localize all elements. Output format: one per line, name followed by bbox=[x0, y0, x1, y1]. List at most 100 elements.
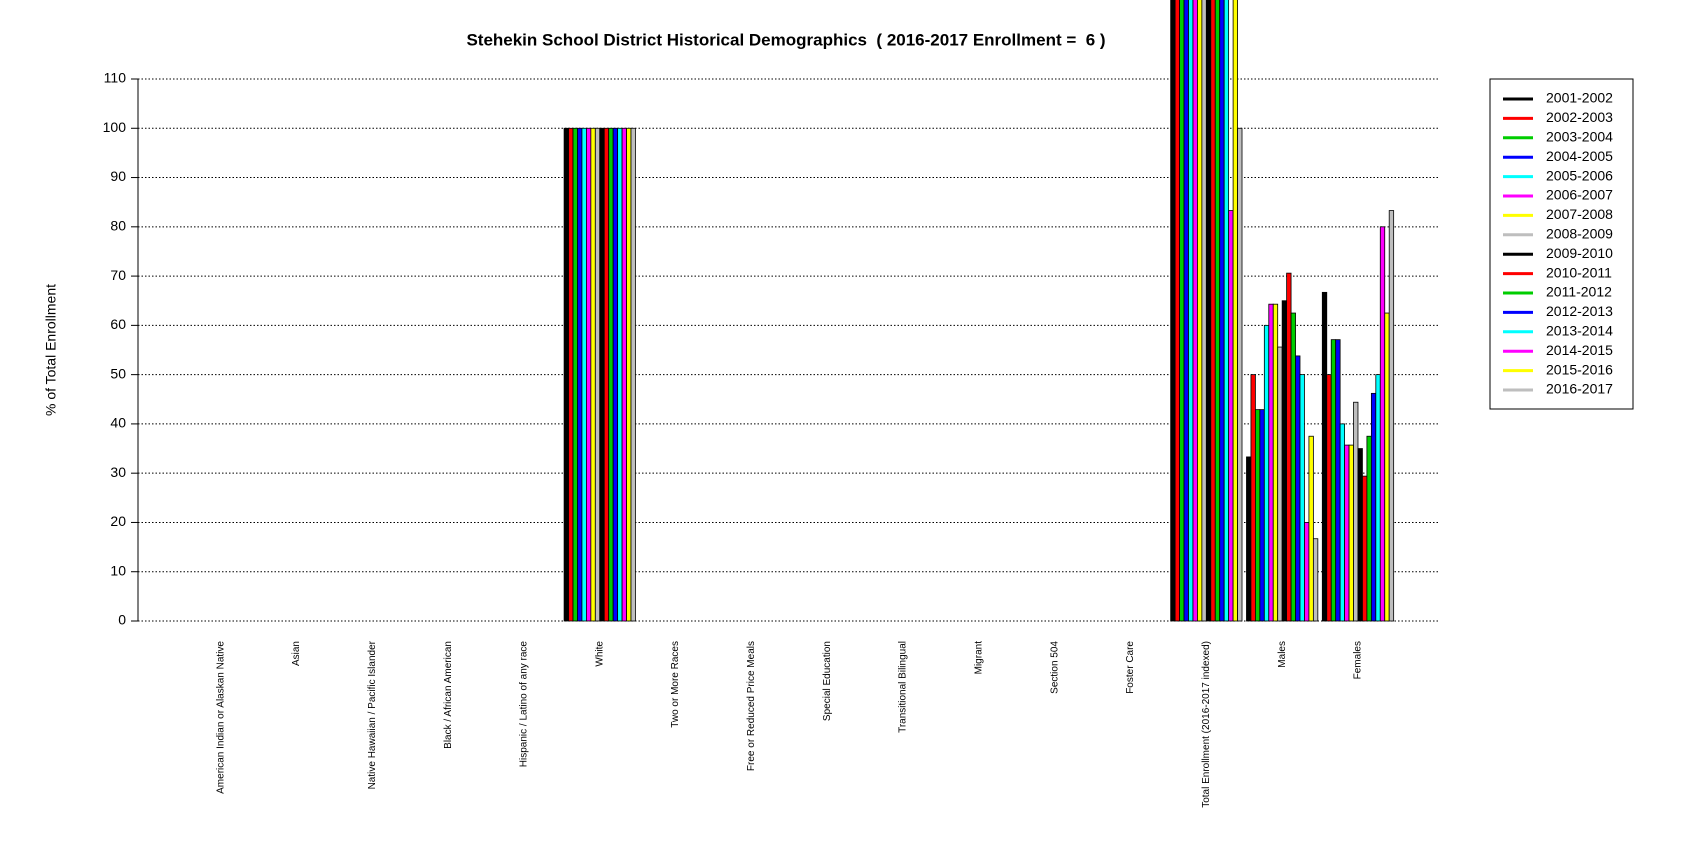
legend-label: 2004-2005 bbox=[1546, 148, 1613, 164]
bar bbox=[594, 127, 601, 622]
bar bbox=[1197, 0, 1203, 622]
bar bbox=[630, 127, 636, 622]
bar bbox=[1335, 339, 1341, 622]
legend-label: 2008-2009 bbox=[1546, 226, 1613, 242]
bar bbox=[1201, 0, 1207, 622]
bar bbox=[563, 127, 569, 622]
bar bbox=[1344, 444, 1350, 622]
bar bbox=[621, 127, 627, 622]
legend-label: 2016-2017 bbox=[1546, 381, 1613, 397]
y-tick-label: 100 bbox=[103, 119, 127, 135]
x-tick-label: Black / African American bbox=[443, 641, 454, 749]
bar bbox=[1384, 312, 1390, 622]
legend-box bbox=[1489, 78, 1634, 410]
x-tick-label: American Indian or Alaskan Native bbox=[215, 641, 226, 794]
bar bbox=[1272, 303, 1279, 622]
bar bbox=[1219, 0, 1225, 622]
bar bbox=[586, 127, 592, 622]
y-tick-label: 50 bbox=[110, 365, 126, 381]
bar bbox=[1192, 0, 1198, 622]
x-tick-label: Free or Reduced Price Meals bbox=[746, 641, 757, 771]
bar bbox=[1299, 374, 1305, 622]
bar bbox=[1228, 210, 1234, 622]
bar bbox=[1277, 346, 1283, 622]
bar bbox=[1232, 0, 1238, 622]
bar bbox=[1295, 355, 1301, 622]
x-tick-label: Total Enrollment (2016-2017 indexed) bbox=[1201, 641, 1212, 808]
bar bbox=[599, 127, 605, 622]
legend-label: 2011-2012 bbox=[1546, 284, 1612, 300]
bar bbox=[1375, 374, 1381, 622]
bar bbox=[603, 127, 610, 622]
bar bbox=[1210, 0, 1216, 622]
legend-label: 2006-2007 bbox=[1546, 187, 1613, 203]
bar bbox=[1268, 303, 1274, 622]
legend-label: 2001-2002 bbox=[1546, 90, 1613, 106]
legend-label: 2010-2011 bbox=[1546, 264, 1612, 280]
x-tick-label: Native Hawaiian / Pacific Islander bbox=[367, 640, 378, 789]
bar bbox=[590, 127, 596, 622]
chart-title: Stehekin School District Historical Demo… bbox=[466, 30, 1105, 49]
bar bbox=[1348, 444, 1354, 622]
bar bbox=[1188, 0, 1194, 622]
bar bbox=[1237, 127, 1243, 622]
y-tick-label: 80 bbox=[110, 218, 126, 234]
x-tick-label: Hispanic / Latino of any race bbox=[519, 641, 530, 768]
bar bbox=[1330, 339, 1337, 622]
bar bbox=[1205, 0, 1212, 622]
x-tick-label: Foster Care bbox=[1125, 641, 1136, 694]
legend-label: 2003-2004 bbox=[1546, 129, 1613, 145]
legend-label: 2007-2008 bbox=[1546, 206, 1613, 222]
bar bbox=[1362, 475, 1368, 622]
y-tick-label: 20 bbox=[110, 513, 126, 529]
bar bbox=[1290, 312, 1296, 622]
x-tick-label: Section 504 bbox=[1049, 641, 1060, 694]
bar bbox=[1370, 392, 1377, 622]
bar bbox=[577, 127, 583, 622]
bar bbox=[1223, 0, 1230, 622]
x-tick-label: White bbox=[594, 641, 605, 667]
bar bbox=[617, 127, 623, 622]
bar bbox=[568, 127, 574, 622]
legend-label: 2012-2013 bbox=[1546, 303, 1613, 319]
bar bbox=[1170, 0, 1176, 622]
bar bbox=[1214, 0, 1221, 622]
bar bbox=[1339, 423, 1346, 622]
y-tick-label: 60 bbox=[110, 316, 126, 332]
x-tick-label: Migrant bbox=[974, 641, 985, 675]
bar bbox=[1353, 401, 1359, 622]
bar bbox=[581, 127, 587, 622]
legend-label: 2015-2016 bbox=[1546, 361, 1613, 377]
bar bbox=[1179, 0, 1185, 622]
y-tick-label: 110 bbox=[104, 70, 127, 86]
bar bbox=[1174, 0, 1180, 622]
bar bbox=[1379, 226, 1386, 622]
x-tick-label: Asian bbox=[291, 641, 302, 666]
legend-label: 2005-2006 bbox=[1546, 167, 1613, 183]
y-tick-label: 40 bbox=[110, 415, 126, 431]
y-tick-label: 0 bbox=[118, 612, 126, 628]
legend-label: 2013-2014 bbox=[1546, 323, 1613, 339]
bar bbox=[1388, 210, 1395, 622]
bar bbox=[1304, 522, 1310, 622]
bar bbox=[1255, 409, 1261, 622]
x-tick-label: Two or More Races bbox=[670, 641, 681, 728]
bar bbox=[608, 127, 614, 622]
bar bbox=[1263, 324, 1270, 622]
x-tick-label: Females bbox=[1353, 641, 1364, 679]
y-axis-label: % of Total Enrollment bbox=[43, 284, 59, 416]
y-tick-label: 10 bbox=[110, 562, 126, 578]
y-tick-label: 70 bbox=[110, 267, 126, 283]
bar bbox=[626, 127, 632, 622]
bar bbox=[1321, 291, 1328, 622]
bar bbox=[1312, 538, 1319, 622]
bar bbox=[1357, 448, 1363, 622]
bar bbox=[1326, 374, 1332, 622]
bar bbox=[1308, 435, 1314, 622]
bar bbox=[1286, 272, 1292, 622]
bar bbox=[1366, 435, 1372, 622]
bar bbox=[1246, 456, 1252, 622]
legend-label: 2002-2003 bbox=[1546, 109, 1613, 125]
y-tick-label: 90 bbox=[110, 168, 126, 184]
